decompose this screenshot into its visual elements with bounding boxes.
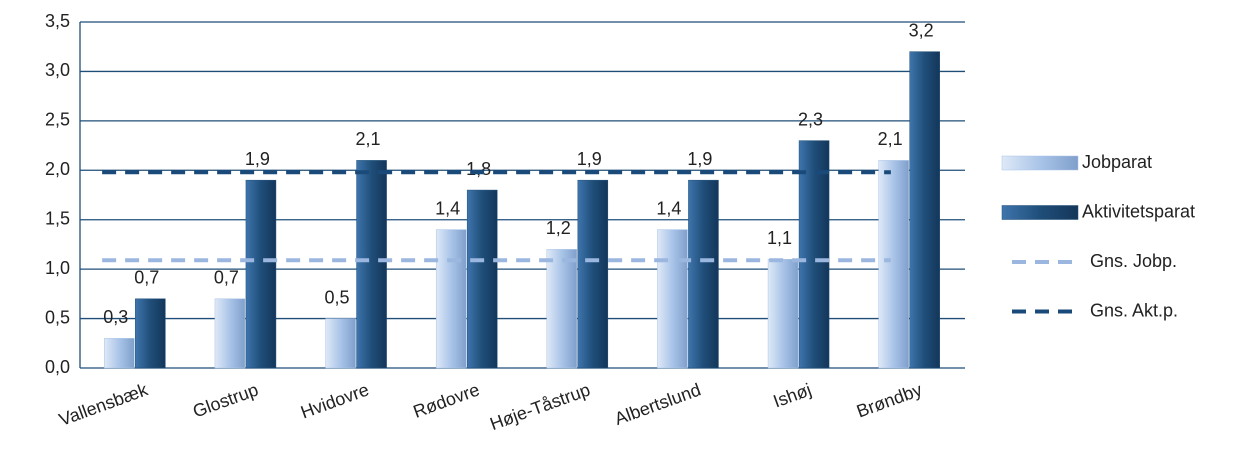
x-tick-label: Ishøj: [771, 379, 815, 411]
bar: [356, 160, 387, 369]
legend-swatch: [1001, 205, 1079, 220]
legend-label: Aktivitetsparat: [1082, 201, 1195, 221]
data-label: 1,8: [466, 159, 491, 179]
x-tick-label: Hvidovre: [298, 379, 372, 422]
data-label: 0,5: [325, 287, 350, 307]
data-label: 1,9: [687, 149, 712, 169]
x-tick: Høje-Tåstrup: [487, 379, 593, 434]
data-label: 1,1: [767, 228, 792, 248]
bar: [214, 298, 246, 369]
x-tick-label: Brøndby: [854, 379, 925, 421]
data-label: 3,2: [909, 20, 934, 40]
y-tick-label: 0,5: [45, 307, 70, 327]
bar: [466, 189, 498, 369]
legend-swatch: [1001, 155, 1079, 171]
bar: [909, 51, 940, 369]
y-tick-label: 3,5: [45, 11, 70, 31]
x-tick-label: Rødovre: [410, 379, 482, 421]
bar: [577, 179, 609, 369]
data-label: 0,3: [103, 307, 128, 327]
data-label: 1,9: [577, 149, 602, 169]
bar: [135, 298, 166, 369]
legend-label: Gns. Jobp.: [1090, 251, 1177, 271]
bar: [878, 160, 909, 369]
y-tick-label: 3,0: [45, 60, 70, 80]
legend-label: Gns. Akt.p.: [1090, 300, 1178, 320]
y-tick-label: 1,5: [45, 208, 70, 228]
bar: [546, 249, 578, 369]
data-label: 0,7: [214, 268, 239, 288]
bar: [798, 140, 830, 369]
x-tick-label: Vallensbæk: [56, 379, 151, 430]
x-tick: Albertslund: [612, 379, 703, 429]
x-tick: Hvidovre: [298, 379, 372, 422]
data-label: 1,4: [656, 198, 681, 218]
y-tick-label: 0,0: [45, 357, 70, 377]
bar: [688, 179, 719, 369]
x-tick: Brøndby: [854, 379, 925, 421]
x-tick-label: Albertslund: [612, 379, 703, 429]
bar: [657, 229, 688, 369]
x-tick: Vallensbæk: [56, 379, 151, 430]
y-tick-label: 2,0: [45, 159, 70, 179]
data-label: 1,4: [435, 198, 460, 218]
x-tick-label: Høje-Tåstrup: [487, 379, 593, 434]
y-tick-label: 2,5: [45, 110, 70, 130]
bar: [245, 179, 277, 369]
bar: [767, 259, 799, 369]
data-label: 2,3: [798, 109, 823, 129]
bar: [104, 338, 135, 369]
legend-label: Jobparat: [1082, 152, 1152, 172]
x-tick: Glostrup: [190, 379, 261, 421]
data-label: 1,9: [245, 149, 270, 169]
x-tick: Ishøj: [771, 379, 815, 411]
y-tick-label: 1,0: [45, 258, 70, 278]
x-tick-label: Glostrup: [190, 379, 261, 421]
data-label: 1,2: [546, 218, 571, 238]
data-label: 2,1: [356, 129, 381, 149]
x-tick: Rødovre: [410, 379, 482, 421]
bar: [325, 318, 356, 369]
bar: [435, 229, 467, 369]
data-label: 0,7: [134, 268, 159, 288]
data-label: 2,1: [878, 129, 903, 149]
